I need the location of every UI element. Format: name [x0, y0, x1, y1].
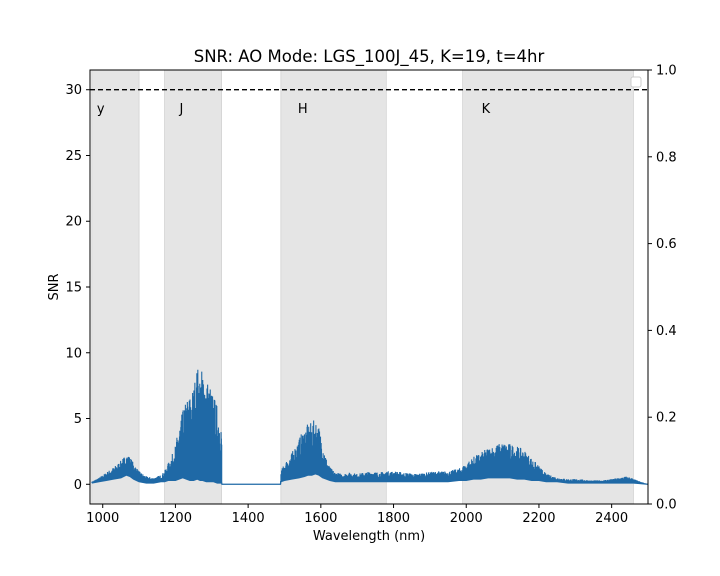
band-regions [91, 69, 634, 505]
right-tick-label: 0.2 [656, 411, 677, 426]
right-axis-ticks: 0.0 0.2 0.4 0.6 0.8 1.0 [648, 64, 677, 513]
band-region-y [91, 69, 140, 505]
y-tick-label: 15 [65, 281, 82, 296]
band-label-y: y [97, 102, 105, 117]
snr-series-baseline [91, 473, 649, 485]
y-tick-label: 25 [65, 149, 82, 164]
x-tick-label: 2200 [522, 511, 555, 526]
snr-series [91, 369, 649, 485]
band-label-h: H [298, 102, 308, 117]
x-tick-label: 1800 [377, 511, 410, 526]
y-axis-label: SNR [47, 273, 62, 300]
y-tick-label: 20 [65, 215, 82, 230]
band-region-k [462, 69, 634, 505]
x-tick-label: 2400 [595, 511, 628, 526]
x-tick-label: 1400 [232, 511, 265, 526]
band-label-j: J [179, 102, 184, 117]
y-tick-label: 0 [74, 478, 82, 493]
legend-box [630, 76, 642, 88]
y-axis-ticks: 0 5 10 15 20 25 30 [65, 83, 90, 493]
x-tick-label: 1000 [86, 511, 119, 526]
x-axis-label: Wavelength (nm) [313, 529, 425, 544]
right-tick-label: 0.0 [656, 498, 677, 513]
right-tick-label: 0.6 [656, 237, 677, 252]
y-tick-label: 10 [65, 346, 82, 361]
chart-title: SNR: AO Mode: LGS_100J_45, K=19, t=4hr [194, 47, 545, 67]
x-tick-label: 2000 [450, 511, 483, 526]
right-tick-label: 0.8 [656, 150, 677, 165]
right-tick-label: 0.4 [656, 324, 677, 339]
y-tick-label: 5 [74, 412, 82, 427]
x-axis-ticks: 1000 1200 1400 1600 1800 2000 2200 2400 [86, 504, 628, 526]
right-tick-label: 1.0 [656, 64, 677, 79]
x-tick-label: 1200 [159, 511, 192, 526]
y-tick-label: 30 [65, 83, 82, 98]
x-tick-label: 1600 [304, 511, 337, 526]
band-label-k: K [482, 102, 491, 117]
band-region-h [280, 69, 387, 505]
